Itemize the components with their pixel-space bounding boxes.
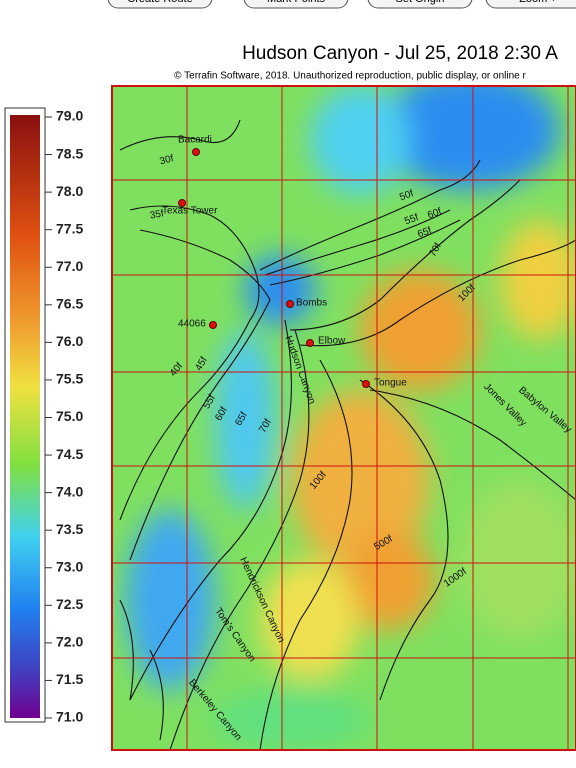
button-label[interactable]: Set Origin: [396, 0, 445, 5]
copyright: © Terrafin Software, 2018. Unauthorized …: [174, 71, 526, 82]
place-label: Bombs: [296, 298, 327, 309]
colorbar-label: 71.5: [56, 671, 83, 687]
place-marker[interactable]: [192, 148, 200, 156]
place-label: Tongue: [374, 378, 407, 389]
place-label: Texas Tower: [162, 206, 218, 217]
colorbar-label: 78.5: [56, 145, 83, 161]
colorbar-label: 74.0: [56, 483, 83, 499]
button-label[interactable]: Create Route: [127, 0, 192, 5]
colorbar: [10, 115, 40, 718]
colorbar-label: 76.5: [56, 296, 83, 312]
contour-label: 55f: [403, 212, 420, 227]
map-frame: [111, 85, 576, 751]
place-marker[interactable]: [362, 380, 370, 388]
place-marker[interactable]: [306, 339, 314, 347]
place-label: 44066: [178, 319, 206, 330]
toolbar-button[interactable]: Mark Points: [243, 0, 349, 9]
button-label[interactable]: Zoom +: [519, 0, 557, 5]
colorbar-label: 78.0: [56, 183, 83, 199]
contour-label: 35f: [149, 208, 165, 221]
colorbar-label: 73.5: [56, 521, 83, 537]
contour-label: 65f: [416, 225, 433, 240]
toolbar: Create Route Mark Points Set Origin Zoom +: [107, 0, 576, 9]
button-label[interactable]: Mark Points: [267, 0, 326, 5]
colorbar-label: 72.0: [56, 634, 83, 650]
colorbar-label: 74.5: [56, 446, 83, 462]
colorbar-label: 77.0: [56, 258, 83, 274]
colorbar-label: 75.5: [56, 371, 83, 387]
toolbar-button[interactable]: Set Origin: [367, 0, 473, 9]
place-marker[interactable]: [178, 199, 186, 207]
colorbar-label: 71.0: [56, 709, 83, 725]
contour-label: 50f: [398, 188, 415, 203]
toolbar-button[interactable]: Create Route: [107, 0, 213, 9]
place-marker[interactable]: [209, 321, 217, 329]
colorbar-label: 72.5: [56, 596, 83, 612]
button-frame: [107, 0, 213, 9]
map-title: Hudson Canyon - Jul 25, 2018 2:30 A: [242, 43, 558, 64]
button-frame: [367, 0, 473, 9]
colorbar-label: 76.0: [56, 333, 83, 349]
place-label: Elbow: [318, 336, 346, 347]
toolbar-button[interactable]: Zoom +: [485, 0, 576, 9]
contour-label: 30f: [159, 153, 175, 167]
button-frame: [243, 0, 349, 9]
colorbar-labels: 79.0 78.5 78.0 77.5 77.0 76.5 76.0 75.5 75.0 74.5…: [45, 108, 83, 725]
button-frame: [485, 0, 576, 9]
colorbar-label: 75.0: [56, 408, 83, 424]
temperature-field: [125, 86, 576, 750]
contour-label: 60f: [426, 206, 443, 221]
grid: [112, 86, 576, 750]
colorbar-label: 77.5: [56, 220, 83, 236]
colorbar-label: 73.0: [56, 558, 83, 574]
colorbar-label: 79.0: [56, 108, 83, 124]
place-marker[interactable]: [286, 300, 294, 308]
place-label: Bacardi: [178, 135, 212, 146]
